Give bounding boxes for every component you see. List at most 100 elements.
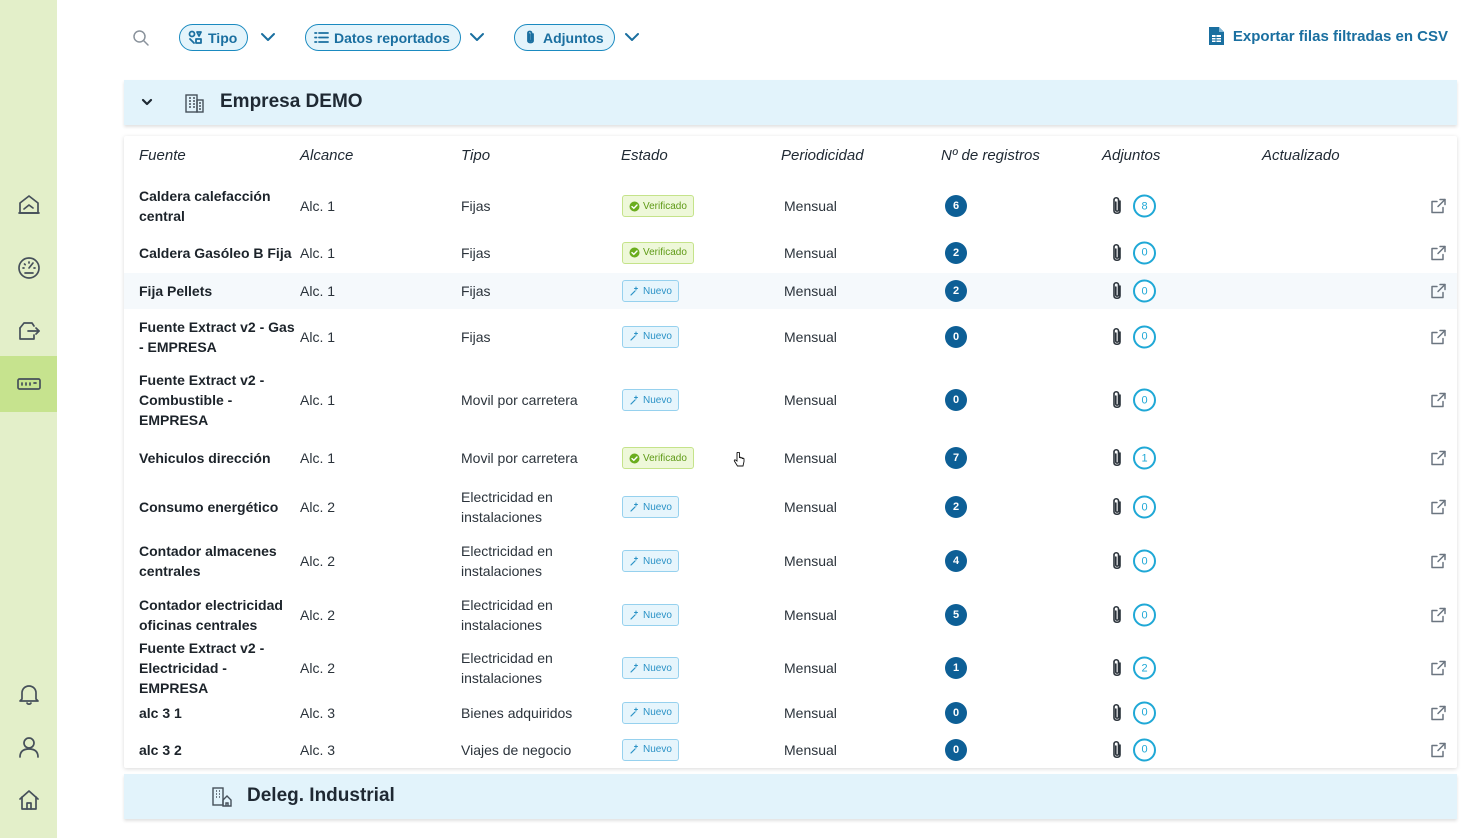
attachments-count-badge[interactable]: 0 <box>1133 388 1156 412</box>
table-row[interactable]: Contador almacenes centrales Alc. 2 Electr… <box>124 534 1457 588</box>
cell-tipo: Electricidad en instalaciones <box>461 650 553 686</box>
sparkle-icon <box>630 663 638 673</box>
cell-fuente: Fuente Extract v2 - Gas - EMPRESA <box>139 318 295 355</box>
export-csv-button[interactable]: Exportar filas filtradas en CSV <box>1207 26 1448 46</box>
cell-periodicidad: Mensual <box>784 328 837 345</box>
chevron-down-icon[interactable] <box>140 95 154 114</box>
paperclip-icon[interactable] <box>1110 327 1124 347</box>
attachments-count-badge[interactable]: 0 <box>1133 603 1156 627</box>
cell-alcance: Alc. 2 <box>300 660 336 676</box>
paperclip-icon[interactable] <box>1110 390 1124 410</box>
table-row[interactable]: Vehiculos dirección Alc. 1 Movil por carre… <box>124 436 1457 480</box>
cell-tipo: Fijas <box>461 198 491 214</box>
cell-alcance: Alc. 1 <box>300 450 336 466</box>
attachments-count-badge[interactable]: 0 <box>1133 241 1156 264</box>
table-row[interactable]: Fuente Extract v2 - Combustible - EMPRES… <box>124 364 1457 436</box>
external-link-icon[interactable] <box>1430 450 1447 467</box>
filter-chip-datos-reportados[interactable]: Datos reportados <box>305 24 461 51</box>
sidebar-item-notifications[interactable] <box>0 666 57 722</box>
attachments-count-badge[interactable]: 0 <box>1133 738 1156 761</box>
check-circle-icon <box>629 247 640 258</box>
status-label: Nuevo <box>643 662 672 674</box>
paperclip-icon[interactable] <box>1110 448 1124 468</box>
table-row[interactable]: Caldera calefacción central Alc. 1 Fijas Ve… <box>124 180 1457 232</box>
table-row[interactable]: alc 3 1 Alc. 3 Bienes adquiridos Nuevo Mensu… <box>124 694 1457 731</box>
paperclip-icon[interactable] <box>1110 196 1124 216</box>
status-label: Verificado <box>643 247 687 258</box>
table-row[interactable]: Fuente Extract v2 - Electricidad - EMPRE… <box>124 640 1457 696</box>
external-link-icon[interactable] <box>1430 392 1447 409</box>
paperclip-icon[interactable] <box>1110 703 1124 723</box>
table-row[interactable]: alc 3 2 Alc. 3 Viajes de negocio Nuevo Mensu… <box>124 731 1457 768</box>
attachments-count-badge[interactable]: 2 <box>1133 656 1156 680</box>
status-badge: Nuevo <box>622 389 679 411</box>
cell-fuente: Fija Pellets <box>139 283 213 299</box>
column-header-adjuntos[interactable]: Adjuntos <box>1102 147 1161 164</box>
attachments-count-badge[interactable]: 0 <box>1133 701 1156 724</box>
cell-alcance: Alc. 3 <box>300 704 336 721</box>
cell-periodicidad: Mensual <box>784 283 837 299</box>
chevron-down-icon[interactable] <box>469 30 485 44</box>
paperclip-icon[interactable] <box>1110 281 1124 301</box>
table-row[interactable]: Caldera Gasóleo B Fija Alc. 1 Fijas Verific… <box>124 232 1457 273</box>
user-icon <box>18 737 39 758</box>
cell-alcance: Alc. 2 <box>300 607 336 623</box>
column-header-actualizado[interactable]: Actualizado <box>1262 147 1340 164</box>
sidebar-item-export[interactable] <box>0 303 57 359</box>
filter-chip-adjuntos[interactable]: Adjuntos <box>514 24 615 51</box>
sidebar-item-sources[interactable] <box>0 356 57 412</box>
search-icon[interactable] <box>132 29 150 52</box>
external-link-icon[interactable] <box>1430 660 1447 677</box>
table-row[interactable]: Fuente Extract v2 - Gas - EMPRESA Alc. 1 F… <box>124 309 1457 364</box>
external-link-icon[interactable] <box>1430 198 1447 215</box>
column-header-registros[interactable]: Nº de registros <box>941 147 1040 164</box>
chevron-down-icon[interactable] <box>624 30 640 44</box>
shapes-icon <box>188 30 202 44</box>
column-header-estado[interactable]: Estado <box>621 147 668 164</box>
paperclip-icon[interactable] <box>1110 551 1124 571</box>
column-header-fuente[interactable]: Fuente <box>139 147 186 164</box>
chevron-down-icon[interactable] <box>260 30 276 44</box>
sidebar-item-dashboard[interactable] <box>0 177 57 233</box>
records-count-badge: 1 <box>945 657 967 679</box>
sidebar-item-gauge[interactable] <box>0 240 57 296</box>
external-link-icon[interactable] <box>1430 553 1447 570</box>
attachments-count-badge[interactable]: 0 <box>1133 495 1156 519</box>
external-link-icon[interactable] <box>1430 741 1447 758</box>
cell-periodicidad: Mensual <box>784 741 837 758</box>
external-link-icon[interactable] <box>1430 283 1447 300</box>
paperclip-icon[interactable] <box>1110 658 1124 678</box>
external-link-icon[interactable] <box>1430 499 1447 516</box>
table-row[interactable]: Contador electricidad oficinas centrales… <box>124 588 1457 642</box>
filter-chip-tipo[interactable]: Tipo <box>179 24 249 51</box>
cell-tipo: Viajes de negocio <box>461 741 572 758</box>
column-header-tipo[interactable]: Tipo <box>461 147 491 164</box>
paperclip-icon[interactable] <box>1110 740 1124 760</box>
attachments-count-badge[interactable]: 0 <box>1133 325 1156 348</box>
group-header-deleg-industrial[interactable]: Deleg. Industrial <box>124 774 1457 819</box>
check-circle-icon <box>629 201 640 211</box>
external-link-icon[interactable] <box>1430 607 1447 624</box>
attachments-count-badge[interactable]: 8 <box>1133 194 1156 218</box>
paperclip-icon[interactable] <box>1110 243 1124 263</box>
attachments-count-badge[interactable]: 1 <box>1133 446 1156 470</box>
column-header-alcance[interactable]: Alcance <box>300 147 354 164</box>
table-row[interactable]: Fija Pellets Alc. 1 Fijas Nuevo Mensual 2 0 <box>124 273 1457 309</box>
list-icon <box>314 32 329 43</box>
status-label: Verificado <box>643 200 687 212</box>
external-link-icon[interactable] <box>1430 328 1447 345</box>
sidebar-item-profile[interactable] <box>0 719 57 775</box>
paperclip-icon[interactable] <box>1110 497 1124 517</box>
records-count-badge: 7 <box>945 447 967 469</box>
column-header-periodicidad[interactable]: Periodicidad <box>781 147 864 164</box>
external-link-icon[interactable] <box>1430 704 1447 721</box>
external-link-icon[interactable] <box>1430 244 1447 261</box>
table-row[interactable]: Consumo energético Alc. 2 Electricidad en … <box>124 480 1457 534</box>
cell-alcance: Alc. 1 <box>300 198 336 214</box>
sidebar-item-home[interactable] <box>0 772 57 828</box>
group-header-empresa[interactable]: Empresa DEMO <box>124 80 1457 125</box>
status-label: Nuevo <box>643 331 672 342</box>
attachments-count-badge[interactable]: 0 <box>1133 549 1156 573</box>
paperclip-icon[interactable] <box>1110 605 1124 625</box>
attachments-count-badge[interactable]: 0 <box>1133 279 1156 303</box>
